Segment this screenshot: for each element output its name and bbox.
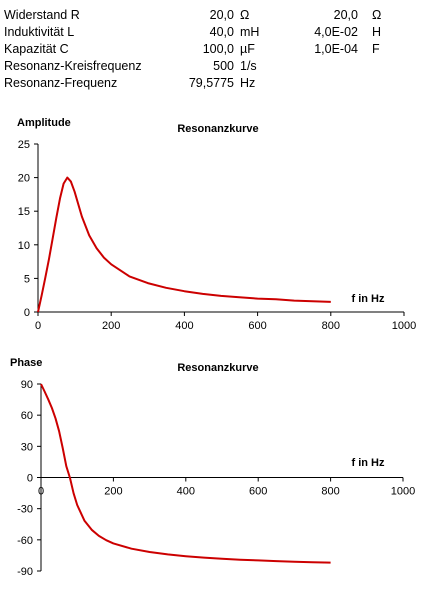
param-label: Resonanz-Frequenz xyxy=(4,75,118,90)
param-unit: Ω xyxy=(240,7,250,22)
param-value: 100,0 xyxy=(202,41,234,56)
phase-y-tick-label: 90 xyxy=(21,379,33,391)
param-label: Resonanz-Kreisfrequenz xyxy=(4,58,142,73)
param-value-si: 20,0 xyxy=(333,7,358,22)
param-value-si: 4,0E-02 xyxy=(314,24,358,39)
phase-x-tick-label: 0 xyxy=(38,486,44,498)
param-unit: 1/s xyxy=(240,58,257,73)
amplitude-x-tick-label: 400 xyxy=(175,320,193,332)
phase-x-tick-label: 800 xyxy=(321,486,339,498)
phase-x-tick-label: 400 xyxy=(177,486,195,498)
phase-ylabel: Phase xyxy=(10,357,42,369)
phase-y-tick-label: -30 xyxy=(17,504,33,516)
amplitude-x-tick-label: 0 xyxy=(35,320,41,332)
param-row-frequenz: Resonanz-Frequenz 79,5775 Hz xyxy=(4,74,402,91)
phase-x-tick-label: 200 xyxy=(104,486,122,498)
param-value: 500 xyxy=(213,58,234,73)
param-value-si xyxy=(298,74,358,91)
phase-series-line xyxy=(40,383,331,564)
param-row-kreisfrequenz: Resonanz-Kreisfrequenz 500 1/s xyxy=(4,57,402,74)
param-row-kapazitaet: Kapazität C 100,0 µF 1,0E-04 F xyxy=(4,40,402,57)
param-value-si: 1,0E-04 xyxy=(314,41,358,56)
phase-title: Resonanzkurve xyxy=(177,362,258,374)
param-value-si xyxy=(298,57,358,74)
phase-y-tick-label: -90 xyxy=(17,566,33,578)
param-row-widerstand: Widerstand R 20,0 Ω 20,0 Ω xyxy=(4,6,402,23)
parameter-table: Widerstand R 20,0 Ω 20,0 Ω Induktivität … xyxy=(4,6,402,91)
param-value: 79,5775 xyxy=(188,75,234,90)
param-label: Kapazität C xyxy=(4,41,69,56)
amplitude-x-tick-label: 600 xyxy=(248,320,266,332)
amplitude-y-tick-label: 5 xyxy=(24,273,30,285)
phase-y-tick-label: 0 xyxy=(27,473,33,485)
phase-x-tick-label: 600 xyxy=(249,486,267,498)
amplitude-y-tick-label: 10 xyxy=(18,240,30,252)
phase-chart: Phase Resonanzkurve f in Hz 90 60 30 0 -30 -6… xyxy=(10,357,415,578)
amplitude-x-tick-label: 800 xyxy=(322,320,340,332)
amplitude-y-tick-label: 25 xyxy=(18,139,30,151)
param-value: 40,0 xyxy=(209,24,234,39)
param-unit-si: F xyxy=(372,41,380,56)
param-unit: Hz xyxy=(240,75,256,90)
param-unit-si: Ω xyxy=(372,7,382,22)
param-unit-si xyxy=(358,57,402,74)
amplitude-x-tick-label: 1000 xyxy=(392,320,416,332)
amplitude-y-tick-label: 15 xyxy=(18,206,30,218)
amplitude-y-tick-label: 20 xyxy=(18,173,30,185)
phase-y-tick-label: 60 xyxy=(21,410,33,422)
amplitude-chart: Amplitude Resonanzkurve f in Hz 0 5 10 15 20… xyxy=(17,117,416,332)
param-unit-si: H xyxy=(372,24,382,39)
param-row-induktivitaet: Induktivität L 40,0 mH 4,0E-02 H xyxy=(4,23,402,40)
amplitude-y-tick-label: 0 xyxy=(24,307,30,319)
param-label: Widerstand R xyxy=(4,7,80,22)
param-unit: mH xyxy=(240,24,260,39)
amplitude-x-tick-label: 200 xyxy=(102,320,120,332)
amplitude-series-line xyxy=(37,176,331,313)
phase-x-tick-label: 1000 xyxy=(391,486,415,498)
param-unit-si xyxy=(358,74,402,91)
param-unit: µF xyxy=(240,41,255,56)
param-value: 20,0 xyxy=(209,7,234,22)
phase-xlabel: f in Hz xyxy=(352,457,385,469)
amplitude-title: Resonanzkurve xyxy=(177,123,258,135)
amplitude-xlabel: f in Hz xyxy=(352,293,385,305)
amplitude-ylabel: Amplitude xyxy=(17,117,71,129)
phase-y-tick-label: 30 xyxy=(21,441,33,453)
param-label: Induktivität L xyxy=(4,24,75,39)
phase-y-tick-label: -60 xyxy=(17,535,33,547)
